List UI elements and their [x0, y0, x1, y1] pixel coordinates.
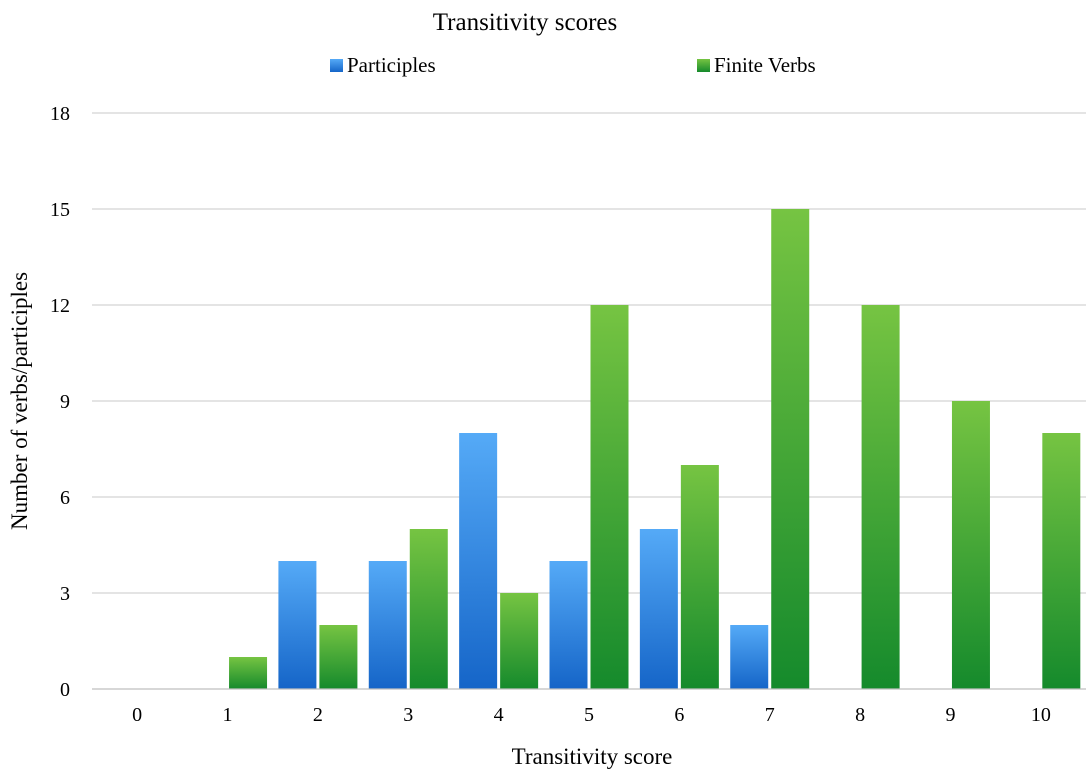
- legend-label-participles: Participles: [347, 53, 436, 77]
- bar-finite-verbs-2: [319, 625, 358, 689]
- bar-finite-verbs-1: [229, 657, 268, 689]
- x-axis-ticks: 0 1 2 3 4 5 6 7 8 9 10: [132, 704, 1051, 726]
- y-tick-label: 0: [60, 679, 70, 701]
- bar-participles-6: [639, 529, 678, 689]
- bar-finite-verbs-6: [680, 465, 719, 689]
- legend-label-finite-verbs: Finite Verbs: [714, 53, 816, 77]
- x-tick-label: 10: [1031, 704, 1051, 726]
- y-tick-label: 6: [60, 487, 70, 509]
- bar-finite-verbs-10: [1042, 433, 1081, 689]
- bar-participles-7: [730, 625, 769, 689]
- x-tick-label: 0: [132, 704, 142, 726]
- gridlines: [92, 112, 1086, 594]
- x-axis-label: Transitivity score: [512, 744, 673, 769]
- x-tick-label: 7: [765, 704, 775, 726]
- bar-finite-verbs-7: [771, 209, 810, 689]
- y-tick-label: 9: [60, 391, 70, 413]
- x-tick-label: 4: [494, 704, 504, 726]
- chart-title: Transitivity scores: [433, 9, 618, 36]
- x-tick-label: 6: [674, 704, 684, 726]
- bar-participles-5: [549, 561, 588, 689]
- x-tick-label: 1: [223, 704, 233, 726]
- bar-finite-verbs-4: [500, 593, 539, 689]
- y-tick-label: 18: [50, 103, 70, 125]
- bar-participles-3: [368, 561, 407, 689]
- y-axis-ticks: 0 3 6 9 12 15 18: [50, 103, 70, 701]
- bar-finite-verbs-3: [409, 529, 448, 689]
- x-tick-label: 9: [945, 704, 955, 726]
- y-tick-label: 3: [60, 583, 70, 605]
- x-tick-label: 8: [855, 704, 865, 726]
- bar-finite-verbs-5: [590, 305, 629, 689]
- y-tick-label: 15: [50, 199, 70, 221]
- x-tick-label: 2: [313, 704, 323, 726]
- y-tick-label: 12: [50, 295, 70, 317]
- legend-swatch-participles: [330, 59, 343, 72]
- y-axis-label: Number of verbs/participles: [7, 272, 32, 530]
- legend: Participles Finite Verbs: [330, 53, 816, 77]
- legend-swatch-finite-verbs: [697, 59, 710, 72]
- bar-finite-verbs-8: [861, 305, 900, 689]
- bar-participles-2: [278, 561, 317, 689]
- bars: [229, 209, 1081, 689]
- x-tick-label: 5: [584, 704, 594, 726]
- bar-finite-verbs-9: [951, 401, 990, 689]
- bar-participles-4: [459, 433, 498, 689]
- x-tick-label: 3: [403, 704, 413, 726]
